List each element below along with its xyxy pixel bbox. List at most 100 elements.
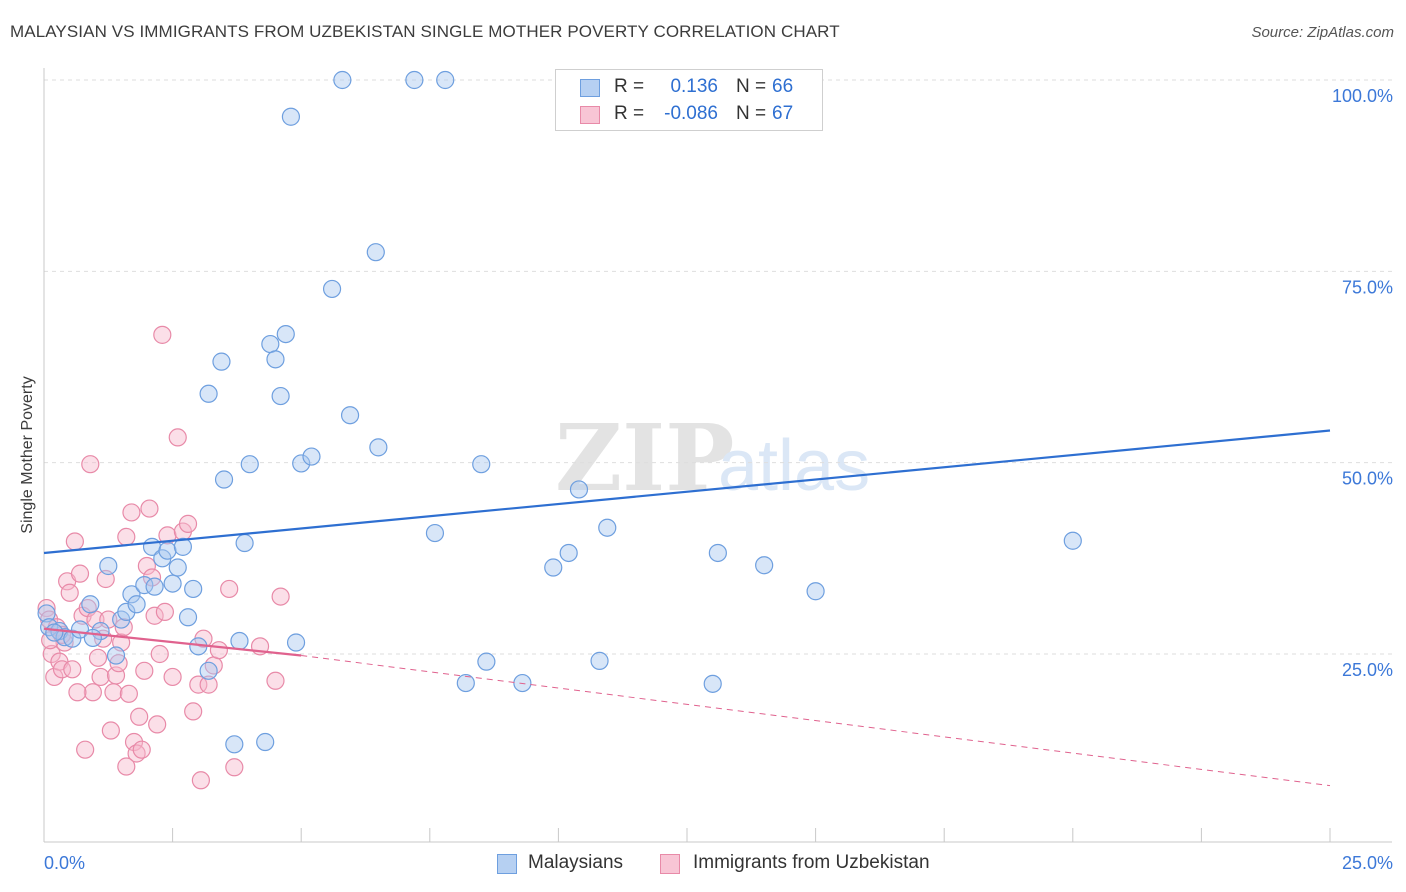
- source-label: Source: ZipAtlas.com: [1251, 24, 1394, 41]
- malaysian-point: [127, 595, 146, 614]
- malaysian-point: [266, 350, 285, 369]
- malaysian-point: [235, 533, 254, 553]
- malaysian-trendline: [43, 429, 1331, 555]
- uzbekistan-point: [140, 499, 159, 518]
- malaysians-swatch: [580, 79, 600, 97]
- uzbekistan-point: [209, 641, 228, 660]
- n-label: N =: [736, 103, 767, 124]
- uzbekistan-point: [70, 564, 90, 583]
- malaysian-point: [158, 541, 177, 560]
- malaysian-point: [366, 243, 385, 262]
- uzbekistan-trendline-dashed: [301, 655, 1331, 787]
- malaysian-point: [145, 577, 164, 596]
- uzbekistan-point: [83, 683, 102, 702]
- malaysian-point: [106, 646, 126, 665]
- malaysian-point: [81, 595, 100, 614]
- malaysian-point: [168, 558, 187, 577]
- malaysian-point: [590, 651, 609, 670]
- uzbekistan-point: [117, 757, 136, 776]
- chart-title: MALAYSIAN VS IMMIGRANTS FROM UZBEKISTAN …: [10, 22, 840, 41]
- uzbekistan-point: [135, 661, 154, 680]
- uzbekistan-point: [199, 675, 218, 694]
- malaysian-point: [271, 386, 290, 406]
- malaysian-point: [99, 556, 118, 576]
- y-tick-label: 100.0%: [1332, 86, 1393, 106]
- uzbekistan-legend-swatch: [660, 854, 680, 874]
- uzbekistan-point: [271, 587, 290, 606]
- malaysian-point: [173, 537, 192, 556]
- uzbekistan-point: [101, 721, 120, 740]
- uzbekistan-point: [153, 325, 172, 344]
- malaysian-point: [63, 629, 82, 648]
- malaysian-point: [276, 324, 295, 344]
- malaysian-point: [83, 628, 102, 648]
- uzbekistan-point: [132, 740, 151, 759]
- malaysian-point: [256, 732, 275, 752]
- malaysian-point: [178, 608, 198, 627]
- uzbekistan-point: [155, 602, 174, 622]
- n-label: N =: [736, 76, 767, 97]
- malaysian-point: [281, 107, 301, 126]
- malaysian-point: [163, 574, 182, 593]
- malaysian-point: [199, 384, 218, 403]
- r-value: 0.136: [670, 76, 718, 97]
- malaysian-point: [117, 602, 136, 622]
- malaysian-point: [369, 438, 388, 457]
- malaysian-point: [1063, 531, 1082, 550]
- malaysian-point: [806, 582, 825, 601]
- malaysian-point: [405, 70, 424, 90]
- malaysian-point: [322, 279, 342, 299]
- uzbekistan-point: [63, 660, 82, 679]
- uzbekistan-point: [52, 660, 72, 679]
- malaysian-point: [45, 623, 64, 642]
- malaysian-point: [261, 334, 280, 354]
- uzbekistan-point: [178, 514, 198, 533]
- uzbekistan-point: [119, 684, 138, 703]
- uzbekistan-point: [168, 428, 187, 447]
- malaysian-point: [230, 631, 249, 651]
- uzbekistan-point: [220, 579, 239, 599]
- malaysian-point: [212, 352, 231, 371]
- uzbekistan-point: [148, 715, 167, 734]
- uzbekistan-legend-label: Immigrants from Uzbekistan: [693, 852, 930, 873]
- malaysian-point: [598, 518, 617, 537]
- uzbekistan-swatch: [580, 106, 600, 124]
- malaysian-point: [240, 455, 259, 474]
- malaysian-point: [436, 70, 455, 90]
- malaysian-point: [708, 543, 727, 563]
- uzbekistan-point: [37, 598, 56, 618]
- uzbekistan-point: [184, 702, 203, 721]
- uzbekistan-point: [122, 503, 141, 522]
- y-tick-label: 75.0%: [1342, 277, 1393, 297]
- y-tick-label: 50.0%: [1342, 469, 1393, 489]
- malaysian-point: [37, 604, 56, 623]
- uzbekistan-point: [88, 648, 108, 667]
- uzbekistan-point: [124, 732, 144, 752]
- uzbekistan-point: [42, 644, 61, 664]
- malaysian-point: [199, 661, 218, 680]
- malaysian-point: [292, 454, 311, 473]
- x-tick-label: 0.0%: [44, 853, 85, 873]
- malaysian-point: [122, 585, 141, 604]
- r-label: R =: [614, 103, 645, 124]
- y-tick-label: 25.0%: [1342, 660, 1393, 680]
- malaysian-point: [55, 628, 74, 647]
- malaysian-point: [425, 523, 445, 543]
- malaysian-point: [559, 543, 578, 563]
- malaysian-point: [477, 652, 496, 671]
- malaysian-point: [225, 735, 244, 754]
- uzbekistan-point: [266, 671, 285, 690]
- n-value: 67: [772, 103, 794, 124]
- uzbekistan-point: [68, 683, 87, 702]
- watermark-atlas: atlas: [718, 426, 870, 506]
- uzbekistan-point: [117, 527, 136, 547]
- malaysian-point: [302, 447, 321, 466]
- malaysian-point: [703, 674, 722, 693]
- uzbekistan-point: [191, 771, 210, 790]
- malaysian-point: [40, 618, 59, 637]
- uzbekistan-trendline: [43, 627, 302, 657]
- malaysian-point: [184, 579, 203, 599]
- uzbekistan-point: [189, 675, 208, 694]
- malaysian-point: [333, 70, 352, 90]
